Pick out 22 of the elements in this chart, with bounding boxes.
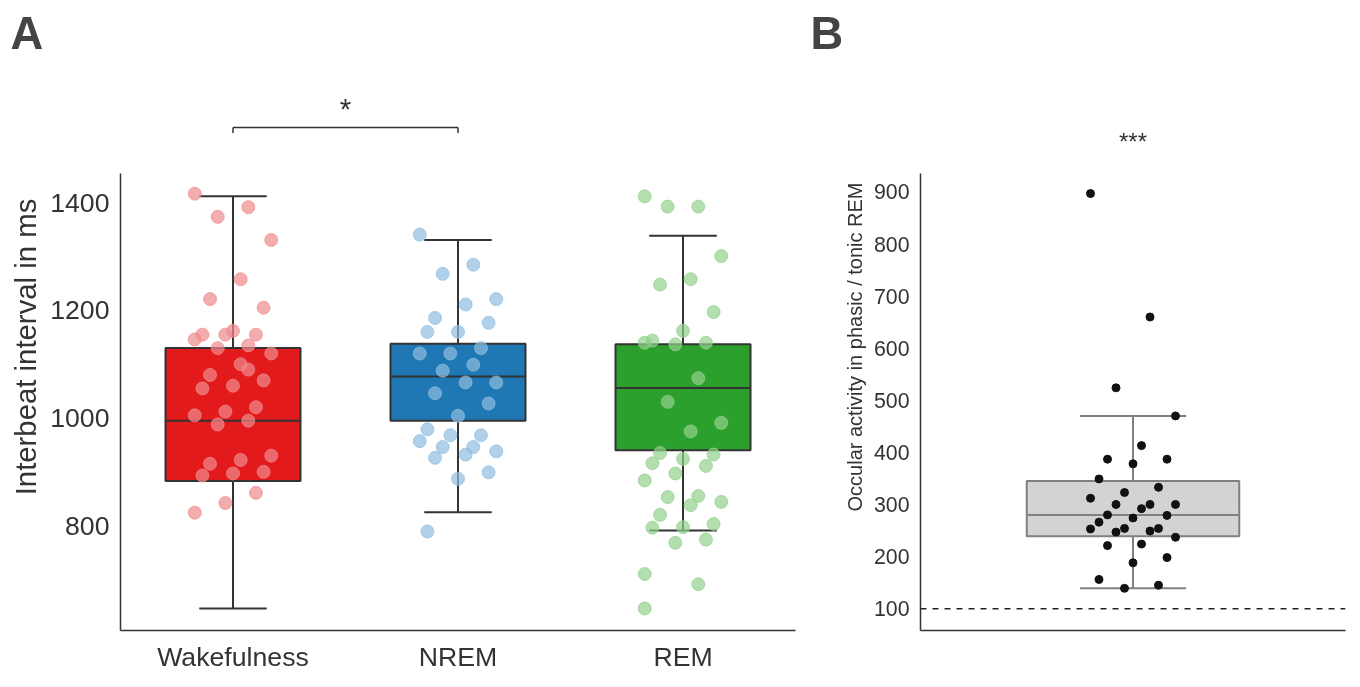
y-tick-label: 1000	[50, 403, 110, 434]
y-axis-title: Interbeat interval in ms	[9, 198, 43, 496]
y-tick-label: 800	[65, 510, 110, 541]
text: ***	[1118, 127, 1148, 155]
y-tick-label: 1200	[50, 295, 110, 326]
y-tick-label: 600	[873, 336, 910, 361]
y-tick-label: 200	[873, 545, 910, 570]
x-tick-label: NREM	[418, 641, 498, 672]
y-tick-label: 900	[873, 180, 910, 205]
x-tick-label: Wakefulness	[157, 641, 309, 672]
y-tick-label: 300	[873, 492, 910, 517]
y-axis-title: Occular activity in phasic / tonic REM	[843, 182, 866, 512]
y-tick-label: 100	[873, 597, 910, 622]
y-tick-label: 500	[873, 388, 910, 413]
x-tick-label: REM	[653, 641, 713, 672]
text: *	[339, 92, 352, 126]
chart-title: A	[10, 7, 44, 59]
y-tick-label: 400	[873, 440, 910, 465]
chart-title: B	[810, 7, 844, 59]
y-tick-label: 1400	[50, 187, 110, 218]
y-tick-label: 800	[873, 232, 910, 257]
y-tick-label: 700	[873, 284, 910, 309]
